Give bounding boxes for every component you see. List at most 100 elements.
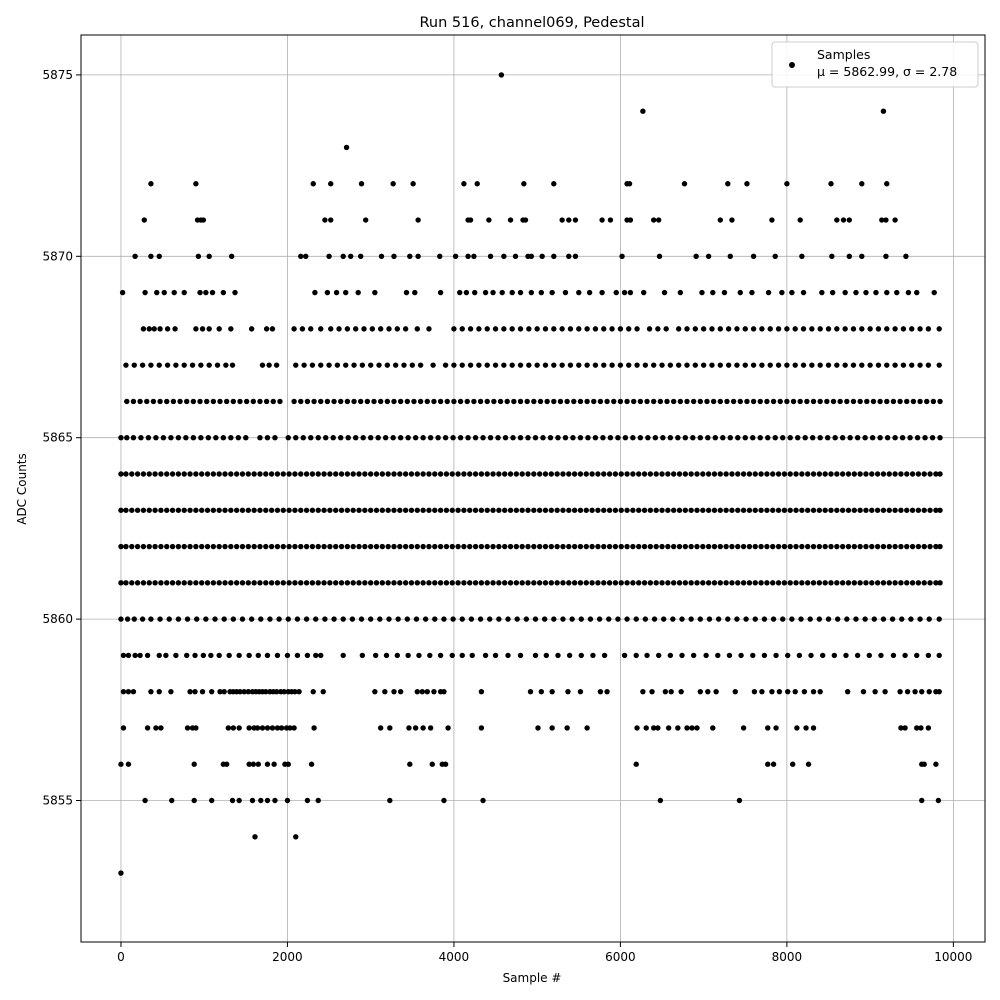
data-point bbox=[119, 289, 126, 296]
data-point bbox=[216, 507, 222, 513]
data-point bbox=[223, 362, 229, 368]
data-point bbox=[492, 652, 499, 659]
data-point bbox=[257, 435, 263, 441]
data-point bbox=[298, 543, 304, 550]
data-point bbox=[468, 616, 475, 622]
data-point bbox=[699, 289, 705, 296]
data-point bbox=[276, 616, 282, 622]
data-point bbox=[750, 398, 757, 405]
data-point bbox=[266, 362, 272, 368]
data-point bbox=[554, 507, 560, 513]
data-point bbox=[659, 362, 665, 368]
data-point bbox=[898, 471, 904, 477]
data-point bbox=[236, 652, 242, 659]
data-point bbox=[451, 362, 457, 368]
data-point bbox=[676, 580, 683, 586]
data-point bbox=[402, 580, 409, 586]
data-point bbox=[576, 362, 582, 368]
data-point bbox=[338, 580, 345, 586]
data-point bbox=[397, 580, 403, 586]
data-point bbox=[478, 471, 485, 477]
y-tick-label: 5875 bbox=[42, 68, 73, 82]
data-point bbox=[800, 326, 807, 332]
data-point bbox=[604, 688, 610, 695]
data-point bbox=[385, 507, 391, 513]
data-point bbox=[626, 181, 633, 187]
data-point bbox=[644, 652, 650, 659]
data-point bbox=[367, 580, 374, 586]
data-point bbox=[690, 398, 697, 405]
data-point bbox=[845, 580, 852, 586]
data-point bbox=[449, 471, 455, 477]
data-point bbox=[871, 616, 877, 622]
data-point bbox=[467, 543, 473, 550]
data-point bbox=[606, 471, 613, 477]
data-point bbox=[264, 725, 271, 731]
data-point bbox=[278, 725, 285, 731]
data-point bbox=[831, 652, 838, 659]
data-point bbox=[705, 253, 712, 260]
data-point bbox=[472, 507, 479, 513]
data-point bbox=[793, 507, 799, 513]
data-point bbox=[194, 616, 200, 622]
data-point bbox=[644, 398, 650, 405]
data-point bbox=[118, 435, 124, 441]
data-point bbox=[746, 580, 753, 586]
data-point bbox=[809, 435, 816, 441]
data-point bbox=[338, 543, 345, 550]
data-point bbox=[384, 362, 391, 368]
data-point bbox=[863, 289, 869, 296]
data-point bbox=[903, 253, 909, 260]
data-point bbox=[152, 471, 158, 477]
data-point bbox=[797, 217, 803, 223]
data-point bbox=[740, 543, 747, 550]
data-point bbox=[883, 217, 889, 223]
data-point bbox=[601, 471, 607, 477]
data-point bbox=[123, 471, 129, 477]
data-point bbox=[571, 543, 578, 550]
data-point bbox=[559, 217, 565, 223]
data-point bbox=[839, 580, 846, 586]
data-point bbox=[834, 217, 840, 223]
data-point bbox=[184, 398, 190, 405]
data-point bbox=[922, 435, 928, 441]
data-point bbox=[175, 471, 182, 477]
data-point bbox=[650, 362, 657, 368]
data-point bbox=[431, 688, 437, 695]
data-point bbox=[351, 362, 357, 368]
data-point bbox=[472, 543, 479, 550]
data-point bbox=[465, 253, 471, 260]
data-point bbox=[761, 616, 768, 622]
data-point bbox=[350, 507, 356, 513]
data-point bbox=[487, 253, 494, 260]
data-point bbox=[819, 289, 825, 296]
data-point bbox=[175, 435, 182, 441]
data-point bbox=[137, 398, 143, 405]
data-point bbox=[800, 289, 807, 296]
data-point bbox=[650, 725, 657, 731]
data-point bbox=[158, 507, 164, 513]
data-point bbox=[441, 616, 447, 622]
data-point bbox=[839, 471, 846, 477]
data-point bbox=[477, 398, 484, 405]
data-point bbox=[765, 289, 772, 296]
data-point bbox=[697, 688, 704, 695]
data-point bbox=[273, 688, 280, 695]
data-point bbox=[228, 326, 234, 332]
data-point bbox=[933, 507, 939, 513]
data-point bbox=[863, 471, 869, 477]
data-point bbox=[670, 616, 676, 622]
data-point bbox=[880, 471, 887, 477]
data-point bbox=[564, 398, 570, 405]
data-point bbox=[717, 580, 723, 586]
data-point bbox=[298, 507, 304, 513]
data-point bbox=[877, 435, 883, 441]
y-tick-label: 5870 bbox=[42, 249, 73, 263]
data-point bbox=[251, 471, 257, 477]
data-point bbox=[551, 398, 557, 405]
data-point bbox=[404, 616, 411, 622]
data-point bbox=[677, 289, 684, 296]
data-point bbox=[882, 688, 888, 695]
data-point bbox=[710, 725, 716, 731]
data-point bbox=[318, 652, 324, 659]
